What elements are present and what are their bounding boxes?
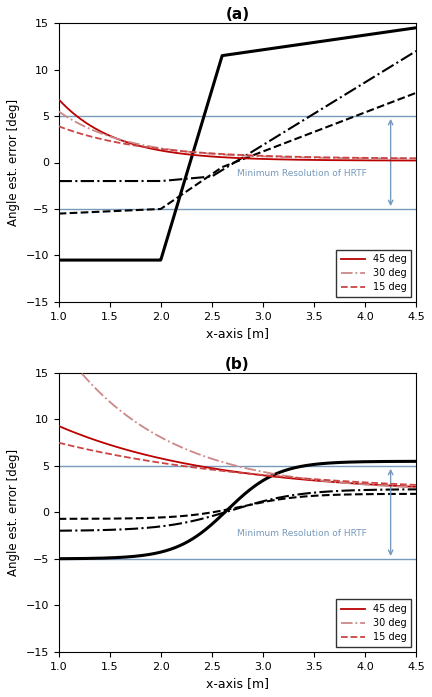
Text: Minimum Resolution of HRTF: Minimum Resolution of HRTF	[238, 528, 367, 537]
X-axis label: x-axis [m]: x-axis [m]	[206, 677, 269, 690]
Title: (b): (b)	[225, 357, 250, 372]
Legend: 45 deg, 30 deg, 15 deg: 45 deg, 30 deg, 15 deg	[336, 250, 411, 297]
Text: Minimum Resolution of HRTF: Minimum Resolution of HRTF	[238, 169, 367, 178]
Legend: 45 deg, 30 deg, 15 deg: 45 deg, 30 deg, 15 deg	[336, 599, 411, 647]
Y-axis label: Angle est. error [deg]: Angle est. error [deg]	[7, 99, 20, 226]
Y-axis label: Angle est. error [deg]: Angle est. error [deg]	[7, 449, 20, 576]
Title: (a): (a)	[226, 7, 249, 22]
X-axis label: x-axis [m]: x-axis [m]	[206, 327, 269, 340]
